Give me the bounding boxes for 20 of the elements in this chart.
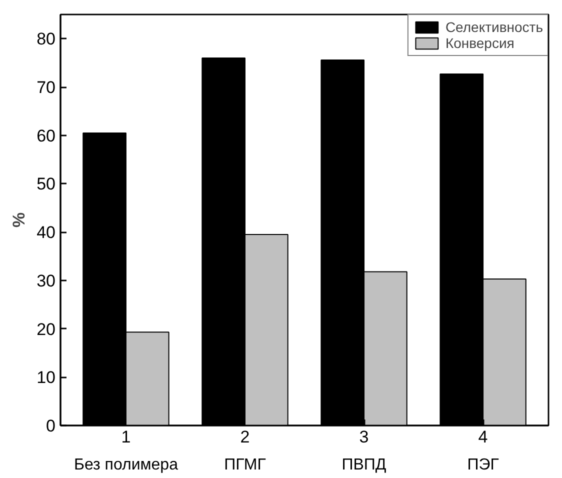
y-tick-label: 60 — [36, 126, 56, 146]
text: ПВПД — [342, 456, 386, 474]
y-tick-label: 40 — [36, 223, 56, 242]
y-tick-label: 30 — [36, 271, 56, 290]
y-tick-label: 20 — [36, 320, 56, 339]
text: Без полимера — [74, 456, 178, 474]
x-tick-label: 2 — [240, 428, 250, 446]
legend-label: Конверсия — [445, 35, 514, 51]
y-tick-label: 70 — [36, 78, 56, 98]
x-tick-label: 3 — [359, 428, 369, 446]
y-tick-label: 80 — [36, 30, 56, 49]
y-axis-title: % — [10, 212, 29, 228]
text: ПГМГ — [224, 456, 266, 474]
legend-label: Селективность — [445, 19, 543, 35]
y-tick-label: 10 — [36, 368, 56, 388]
y-tick-label: 50 — [36, 174, 56, 194]
x-tick-label: 1 — [121, 428, 131, 446]
text: ПЭГ — [467, 456, 500, 474]
y-tick-label: 0 — [46, 416, 56, 436]
x-tick-label: 4 — [478, 428, 488, 446]
